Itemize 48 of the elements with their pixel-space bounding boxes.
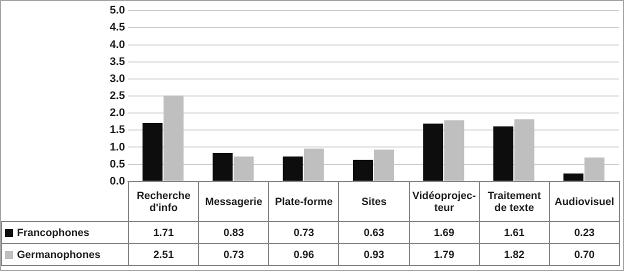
x-tick-label: Recherche d'info [128, 182, 199, 222]
bar [493, 126, 514, 181]
y-tick-label: 0.5 [110, 158, 125, 170]
y-tick-label: 1.5 [110, 124, 125, 136]
data-label: 0.73 [268, 222, 339, 244]
y-tick-label: 2.5 [110, 90, 125, 102]
data-label: 0.63 [338, 222, 410, 244]
y-tick-label: 4.5 [110, 22, 125, 34]
y-tick-label: 4.0 [110, 38, 125, 51]
bar [352, 160, 373, 181]
bar [304, 148, 324, 181]
x-tick-label: Messagerie [198, 182, 269, 222]
x-tick-label: Sites [338, 182, 410, 222]
bar [444, 120, 464, 181]
bar [374, 150, 394, 181]
data-label: 0.93 [338, 244, 410, 266]
legend-label: Germanophones [2, 244, 128, 266]
x-tick-label: Traitement de texte [479, 182, 550, 222]
bar [212, 153, 233, 181]
bar [514, 119, 534, 181]
data-label: 0.83 [198, 222, 269, 244]
data-label: 0.70 [549, 244, 620, 266]
x-tick-label: Vidéoprojec-teur [409, 182, 480, 222]
data-label: 1.79 [409, 244, 480, 266]
y-tick-label: 0.0 [110, 175, 125, 188]
data-label: 1.71 [128, 222, 199, 244]
bar [164, 96, 184, 181]
bar [142, 122, 163, 181]
legend-label: Francophones [2, 222, 128, 244]
data-label: 2.51 [128, 244, 199, 266]
x-tick-label: Plate-forme [268, 182, 339, 222]
bar [282, 156, 303, 181]
data-label: 0.23 [549, 222, 620, 244]
bar [234, 156, 254, 181]
y-tick-label: 5.0 [110, 4, 125, 17]
bar [563, 174, 584, 181]
data-label: 1.82 [479, 244, 550, 266]
y-tick-label: 2.0 [110, 107, 125, 120]
bar [584, 157, 604, 181]
y-tick-label: 3.0 [110, 72, 125, 85]
data-label: 0.96 [268, 244, 339, 266]
x-tick-label: Audiovisuel [549, 182, 620, 222]
data-label: 1.69 [409, 222, 480, 244]
y-tick-label: 1.0 [110, 141, 125, 154]
data-label: 0.73 [198, 244, 269, 266]
y-tick-label: 3.5 [110, 56, 125, 68]
bar [423, 124, 444, 181]
data-label: 1.61 [479, 222, 550, 244]
